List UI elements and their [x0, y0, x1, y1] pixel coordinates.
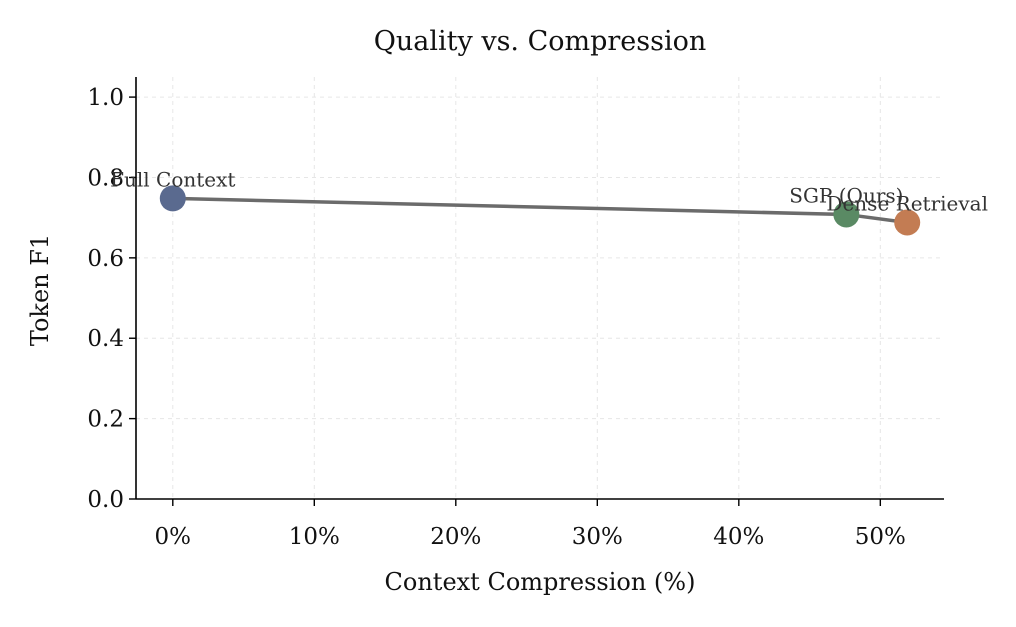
- y-tick-label: 0.8: [87, 165, 124, 191]
- data-point-marker: [894, 209, 921, 236]
- x-tick-label: 50%: [855, 524, 906, 550]
- y-tick-label: 0.0: [87, 487, 124, 513]
- x-tick-label: 10%: [289, 524, 340, 550]
- x-tick-label: 40%: [713, 524, 764, 550]
- x-tick-label: 30%: [572, 524, 623, 550]
- data-point-marker: [159, 185, 186, 212]
- x-tick-label: 20%: [430, 524, 481, 550]
- y-tick-label: 0.6: [87, 246, 124, 272]
- grid: [136, 77, 944, 500]
- data-point-label: SGP (Ours): [789, 183, 903, 207]
- y-tick-label: 1.0: [87, 85, 124, 111]
- data-point-marker: [833, 201, 860, 228]
- x-tick-label: 0%: [155, 524, 192, 550]
- data-point-label: Dense Retrieval: [826, 191, 988, 215]
- series: Full Context SGP (Ours)Dense Retrieval: [110, 167, 988, 236]
- y-axis-label: Token F1: [26, 234, 54, 346]
- y-tick-label: 0.2: [87, 407, 124, 433]
- x-axis-label: Context Compression (%): [385, 568, 696, 596]
- chart-title: Quality vs. Compression: [374, 26, 707, 57]
- axes: 0% 10% 20% 30% 40% 50% 0.0 0.2 0.4 0.6 0.8 1.0: [87, 77, 944, 550]
- data-point-label: Full Context: [110, 167, 235, 191]
- y-tick-label: 0.4: [87, 326, 124, 352]
